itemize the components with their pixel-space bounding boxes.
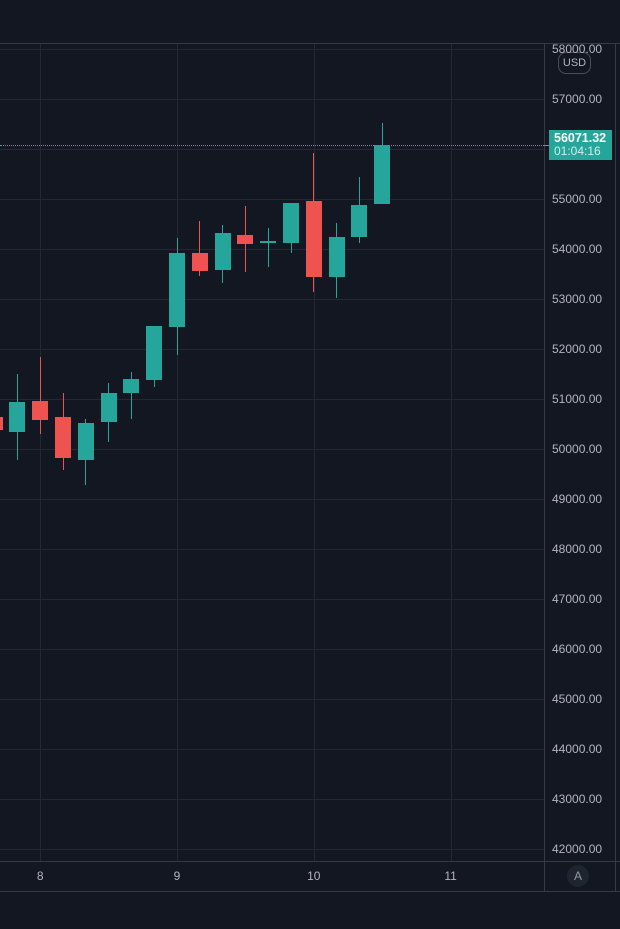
candle-body (100, 392, 117, 422)
candle-body (283, 202, 299, 244)
candle-body (214, 232, 231, 270)
grid-line-horizontal (0, 249, 544, 250)
price-tick-label: 55000.00 (552, 192, 603, 206)
candle-body (9, 401, 26, 432)
candle-body (237, 235, 254, 244)
candle-body (351, 205, 368, 237)
grid-line-horizontal (0, 749, 544, 750)
grid-line-horizontal (0, 399, 544, 400)
grid-line-horizontal (0, 149, 544, 150)
candle-body (328, 237, 345, 277)
current-price-value: 56071.32 (554, 131, 607, 146)
candle-wick (199, 221, 201, 276)
grid-line-horizontal (0, 499, 544, 500)
price-tick-label: 45000.00 (552, 692, 603, 706)
grid-line-vertical (313, 44, 315, 861)
time-tick-label: 9 (173, 869, 181, 883)
price-tick-label: 42000.00 (552, 842, 603, 856)
bar-countdown: 01:04:16 (554, 144, 601, 159)
price-axis-border (543, 43, 545, 891)
candle-body (305, 200, 322, 277)
time-axis-bottom-border (0, 891, 620, 892)
grid-line-vertical (177, 44, 178, 861)
candle-wick (130, 372, 132, 419)
grid-line-vertical (40, 44, 42, 861)
grid-line-horizontal (0, 699, 544, 700)
candle-body (169, 252, 185, 327)
price-tick-label: 50000.00 (552, 442, 603, 456)
price-tick-label: 52000.00 (552, 342, 603, 356)
grid-line-horizontal (0, 449, 544, 450)
candle-body (55, 416, 71, 459)
time-tick-label: 10 (307, 869, 321, 883)
time-tick-label: 8 (36, 869, 44, 883)
time-axis-border (0, 860, 620, 862)
candle-body (191, 253, 208, 271)
candle-wick (267, 228, 269, 267)
price-tick-label: 49000.00 (552, 492, 603, 506)
price-tick-label: 53000.00 (552, 292, 603, 306)
candle-body (146, 326, 163, 380)
price-tick-label: 48000.00 (552, 542, 603, 556)
candle-body (32, 400, 49, 420)
price-tick-label: 47000.00 (552, 592, 603, 606)
grid-line-horizontal (0, 199, 544, 200)
grid-line-horizontal (0, 599, 544, 600)
grid-line-horizontal (0, 99, 544, 100)
grid-line-horizontal (0, 649, 544, 650)
candle-wick (39, 357, 41, 435)
grid-line-horizontal (0, 549, 544, 550)
right-edge-border (614, 43, 616, 891)
price-tick-label: 57000.00 (552, 92, 603, 106)
price-tick-label: 58000.00 (552, 42, 603, 56)
candle-body (0, 417, 3, 430)
grid-line-horizontal (0, 299, 544, 300)
price-tick-label: 44000.00 (552, 742, 603, 756)
candle-body (77, 423, 94, 460)
time-tick-label: 11 (444, 869, 457, 883)
grid-line-vertical (450, 44, 452, 861)
pane-separator (0, 43, 620, 44)
grid-line-horizontal (0, 49, 544, 50)
grid-line-horizontal (0, 799, 544, 800)
price-tick-label: 54000.00 (552, 242, 603, 256)
candle-body (260, 241, 277, 243)
price-tick-label: 51000.00 (552, 392, 603, 406)
candle-body (374, 145, 391, 204)
current-price-line (0, 145, 544, 147)
grid-line-horizontal (0, 349, 544, 350)
current-price-label: 56071.32 01:04:16 (549, 130, 612, 161)
auto-scale-button[interactable]: A (567, 865, 589, 887)
current-price-tick (543, 145, 550, 147)
candle-body (123, 379, 140, 393)
price-tick-label: 43000.00 (552, 792, 603, 806)
currency-toggle-button[interactable]: USD (558, 52, 591, 74)
grid-line-horizontal (0, 849, 544, 850)
price-tick-label: 46000.00 (552, 642, 603, 656)
